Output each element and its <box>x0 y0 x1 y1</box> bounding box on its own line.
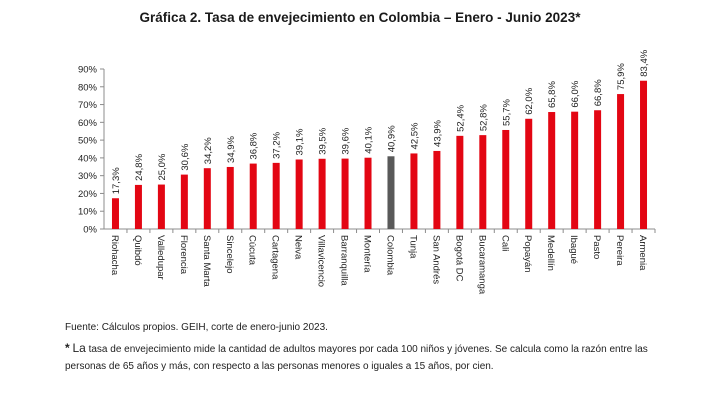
category-label: Riohacha <box>109 235 120 276</box>
category-label: Colombia <box>384 235 395 276</box>
data-label: 17,3% <box>111 167 122 194</box>
y-tick-label: 90% <box>78 65 98 76</box>
y-tick-label: 70% <box>78 100 98 111</box>
y-tick-label: 10% <box>78 207 98 218</box>
data-label: 52,4% <box>455 104 466 131</box>
bar <box>617 94 625 229</box>
bar <box>456 135 464 229</box>
y-tick-label: 30% <box>78 171 98 182</box>
bar <box>479 135 487 229</box>
bar <box>525 118 533 229</box>
bar <box>364 157 372 229</box>
bar <box>571 111 579 229</box>
data-label: 40,1% <box>364 126 375 153</box>
data-label: 42,5% <box>409 122 420 149</box>
data-label: 24,8% <box>134 153 145 180</box>
data-label: 66,8% <box>593 79 604 106</box>
source-note: Fuente: Cálculos propios. GEIH, corte de… <box>65 322 328 333</box>
bar-chart: 0% 10% 20% 30% 40% 50% 60% 70% 80% 90% 17,3% Riohac… <box>78 49 656 295</box>
data-label: 37,2% <box>272 131 283 158</box>
category-label: Medellín <box>545 235 556 271</box>
category-label: Barranquilla <box>339 235 350 286</box>
data-label: 55,7% <box>501 98 512 125</box>
bar <box>249 163 257 229</box>
y-tick-label: 20% <box>78 189 98 200</box>
bar <box>640 80 648 229</box>
data-label: 75,9% <box>616 63 627 90</box>
category-label: Florencia <box>178 235 189 275</box>
data-label: 52,8% <box>478 104 489 131</box>
footnote: * La tasa de envejecimiento mide la cant… <box>65 340 665 375</box>
y-tick-label: 0% <box>83 225 97 236</box>
bar <box>226 166 234 229</box>
category-label: Villavicencio <box>316 235 327 287</box>
category-label: Pasto <box>591 235 602 259</box>
data-label: 34,2% <box>203 137 214 164</box>
data-label: 39,1% <box>295 128 306 155</box>
data-label: 39,6% <box>341 127 352 154</box>
bar <box>295 159 303 229</box>
category-label: Cúcuta <box>247 235 258 266</box>
bar <box>111 198 119 229</box>
y-tick-label: 40% <box>78 153 98 164</box>
bar <box>410 153 418 229</box>
bar <box>548 112 556 229</box>
category-label: Popayán <box>522 235 533 273</box>
chart-title: Gráfica 2. Tasa de envejecimiento en Col… <box>139 10 581 25</box>
data-label: 65,8% <box>547 81 558 108</box>
data-label: 39,5% <box>318 127 329 154</box>
category-label: Bogotá DC <box>453 235 464 282</box>
category-label: Valledupar <box>155 235 166 280</box>
category-label: Montería <box>362 235 373 273</box>
bar <box>433 150 441 229</box>
bar <box>157 184 165 229</box>
bar <box>272 162 280 229</box>
category-label: Sincelejo <box>224 235 235 274</box>
category-label: Armenia <box>637 235 648 271</box>
data-label: 43,9% <box>432 119 443 146</box>
y-tick-label: 80% <box>78 82 98 93</box>
data-label: 34,9% <box>226 135 237 162</box>
data-label: 83,4% <box>639 49 650 76</box>
data-label: 36,8% <box>249 132 260 159</box>
footnote-first-word: La <box>72 341 86 355</box>
bar <box>341 158 349 229</box>
bar <box>502 129 510 229</box>
category-label: Tunja <box>407 235 418 259</box>
data-label: 66,0% <box>570 80 581 107</box>
category-label: Bucaramanga <box>476 235 487 295</box>
data-label: 25,0% <box>157 153 168 180</box>
footnote-text: tasa de envejecimiento mide la cantidad … <box>65 344 648 372</box>
category-label: Santa Marta <box>201 235 212 287</box>
bar <box>594 110 602 229</box>
category-label: Neiva <box>293 235 304 260</box>
data-label: 30,6% <box>180 143 191 170</box>
y-tick-label: 60% <box>78 118 98 129</box>
bar <box>180 174 188 229</box>
footnote-marker: * <box>65 341 70 355</box>
category-label: Cali <box>499 235 510 251</box>
category-label: Cartagena <box>270 235 281 280</box>
bar <box>318 158 326 229</box>
data-label: 62,0% <box>524 87 535 114</box>
bar <box>387 156 395 229</box>
y-tick-label: 50% <box>78 136 98 147</box>
category-label: San Andrés <box>430 235 441 284</box>
bar <box>134 184 142 229</box>
category-label: Pereira <box>614 235 625 266</box>
bar <box>203 168 211 229</box>
category-label: Quibdó <box>132 235 143 266</box>
data-label: 40,9% <box>386 125 397 152</box>
category-label: Ibagué <box>568 235 579 264</box>
